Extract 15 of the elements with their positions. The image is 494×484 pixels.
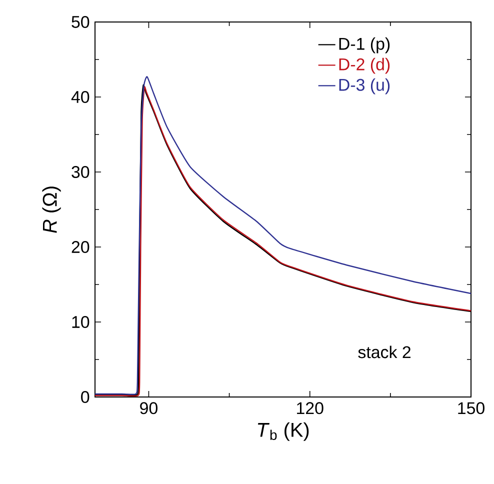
y-tick-label: 10	[72, 316, 90, 328]
y-tick-label: 0	[81, 390, 90, 403]
legend-label: D-1 (p)	[339, 37, 390, 54]
x-axis-title: T$_{b}$ (K)	[258, 422, 309, 441]
legend-label: D-3 (u)	[339, 78, 390, 94]
y-axis-title: R (Ω)	[42, 186, 61, 233]
y-tick-label: 30	[72, 166, 90, 178]
y-tick-label: 20	[72, 240, 90, 253]
x-tick-label: 90	[140, 402, 158, 414]
legend-label: D-2 (d)	[339, 58, 390, 74]
y-tick-label: 50	[72, 16, 90, 28]
y-tick-label: 40	[71, 90, 90, 103]
x-tick-label: 150	[458, 402, 484, 414]
annotation: stack 2	[358, 346, 410, 358]
x-tick-label: 120	[297, 402, 324, 414]
